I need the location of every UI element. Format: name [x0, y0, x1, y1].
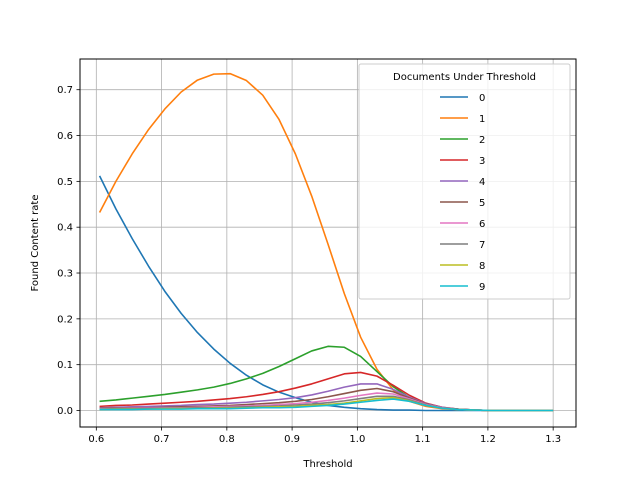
y-axis-label: Found Content rate [30, 195, 41, 292]
y-tick-label: 0.5 [57, 177, 73, 188]
x-tick-label: 1.1 [415, 434, 431, 445]
plot-frame [79, 58, 577, 428]
y-tick-label: 0.1 [57, 360, 73, 371]
x-tick-label: 0.6 [88, 434, 104, 445]
series-line-9 [99, 398, 554, 412]
y-tick-label: 0.6 [57, 131, 73, 142]
legend-entry: 8 [440, 261, 485, 272]
legend-entry: 9 [440, 282, 485, 293]
legend-entry: 7 [440, 240, 485, 251]
legend-label: 8 [479, 261, 485, 272]
legend-entries: 0 1 2 3 4 5 6 7 8 9 [440, 93, 485, 293]
legend-label: 2 [479, 135, 485, 146]
legend-label: 5 [479, 198, 485, 209]
legend-entry: 3 [440, 156, 485, 167]
x-axis-label: Threshold [302, 459, 352, 470]
legend-entry: 5 [440, 198, 485, 209]
legend-entry: 6 [440, 219, 485, 230]
legend-entry: 2 [440, 135, 485, 146]
y-tick-label: 0.3 [57, 269, 73, 280]
y-axis-ticks: 0.0 0.1 0.2 0.3 0.4 0.5 0.6 0.7 [57, 85, 80, 417]
y-tick-label: 0.7 [57, 85, 73, 96]
legend-label: 4 [479, 177, 485, 188]
legend-entry: 0 [440, 93, 485, 104]
series-layer [98, 72, 554, 412]
legend-label: 3 [479, 156, 485, 167]
x-tick-label: 0.9 [284, 434, 300, 445]
legend: Documents Under Threshold 0 1 2 3 4 5 6 7 8 9 [358, 63, 571, 300]
legend-entry: 4 [440, 177, 485, 188]
y-tick-label: 0.2 [57, 314, 73, 325]
x-tick-label: 0.7 [154, 434, 170, 445]
y-tick-label: 0.0 [57, 406, 73, 417]
x-tick-label: 0.8 [219, 434, 235, 445]
x-tick-label: 1.3 [545, 434, 561, 445]
legend-label: 1 [479, 114, 485, 125]
x-tick-label: 1.0 [349, 434, 365, 445]
y-tick-label: 0.4 [57, 223, 73, 234]
x-axis-ticks: 0.6 0.7 0.8 0.9 1.0 1.1 1.2 1.3 [88, 427, 561, 445]
legend-label: 6 [479, 219, 485, 230]
legend-label: 0 [479, 93, 485, 104]
legend-label: 9 [479, 282, 485, 293]
legend-label: 7 [479, 240, 485, 251]
x-tick-label: 1.2 [480, 434, 496, 445]
legend-title: Documents Under Threshold [393, 72, 536, 83]
legend-entry: 1 [440, 114, 485, 125]
